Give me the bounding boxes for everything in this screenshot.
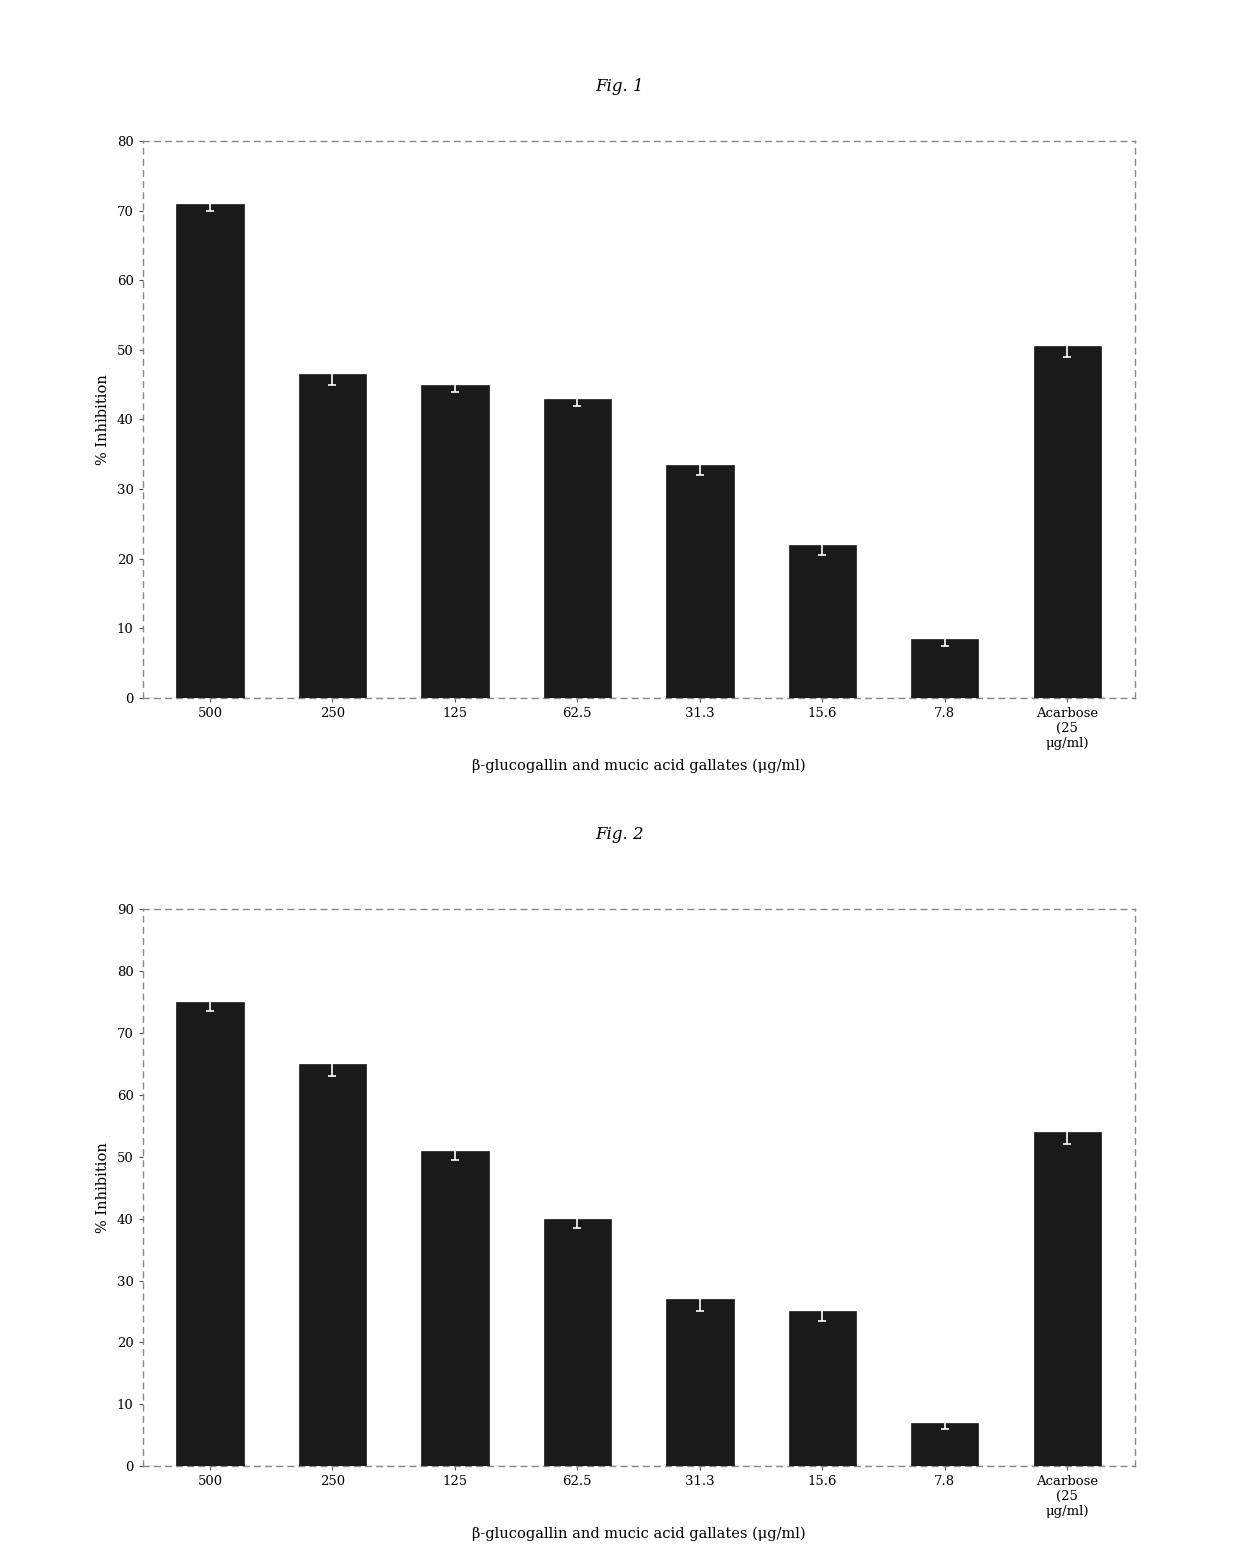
Bar — [176, 204, 243, 698]
Bar — [1034, 1132, 1101, 1466]
Bar — [666, 1298, 734, 1466]
Bar — [422, 1151, 489, 1466]
Bar — [1034, 347, 1101, 698]
Bar — [299, 375, 366, 698]
Bar — [911, 1422, 978, 1466]
Bar — [422, 384, 489, 698]
Bar — [789, 544, 856, 698]
X-axis label: β-glucogallin and mucic acid gallates (μg/ml): β-glucogallin and mucic acid gallates (μ… — [471, 757, 806, 773]
X-axis label: β-glucogallin and mucic acid gallates (μg/ml): β-glucogallin and mucic acid gallates (μ… — [471, 1526, 806, 1541]
Bar — [789, 1311, 856, 1466]
Bar — [911, 638, 978, 698]
Y-axis label: % Inhibition: % Inhibition — [95, 375, 110, 464]
Bar — [299, 1065, 366, 1466]
Text: Fig. 1: Fig. 1 — [595, 78, 645, 94]
Y-axis label: % Inhibition: % Inhibition — [95, 1143, 110, 1232]
Bar — [666, 464, 734, 698]
Bar — [543, 398, 611, 698]
Bar — [176, 1002, 243, 1466]
Text: Fig. 2: Fig. 2 — [595, 826, 645, 842]
Bar — [543, 1218, 611, 1466]
